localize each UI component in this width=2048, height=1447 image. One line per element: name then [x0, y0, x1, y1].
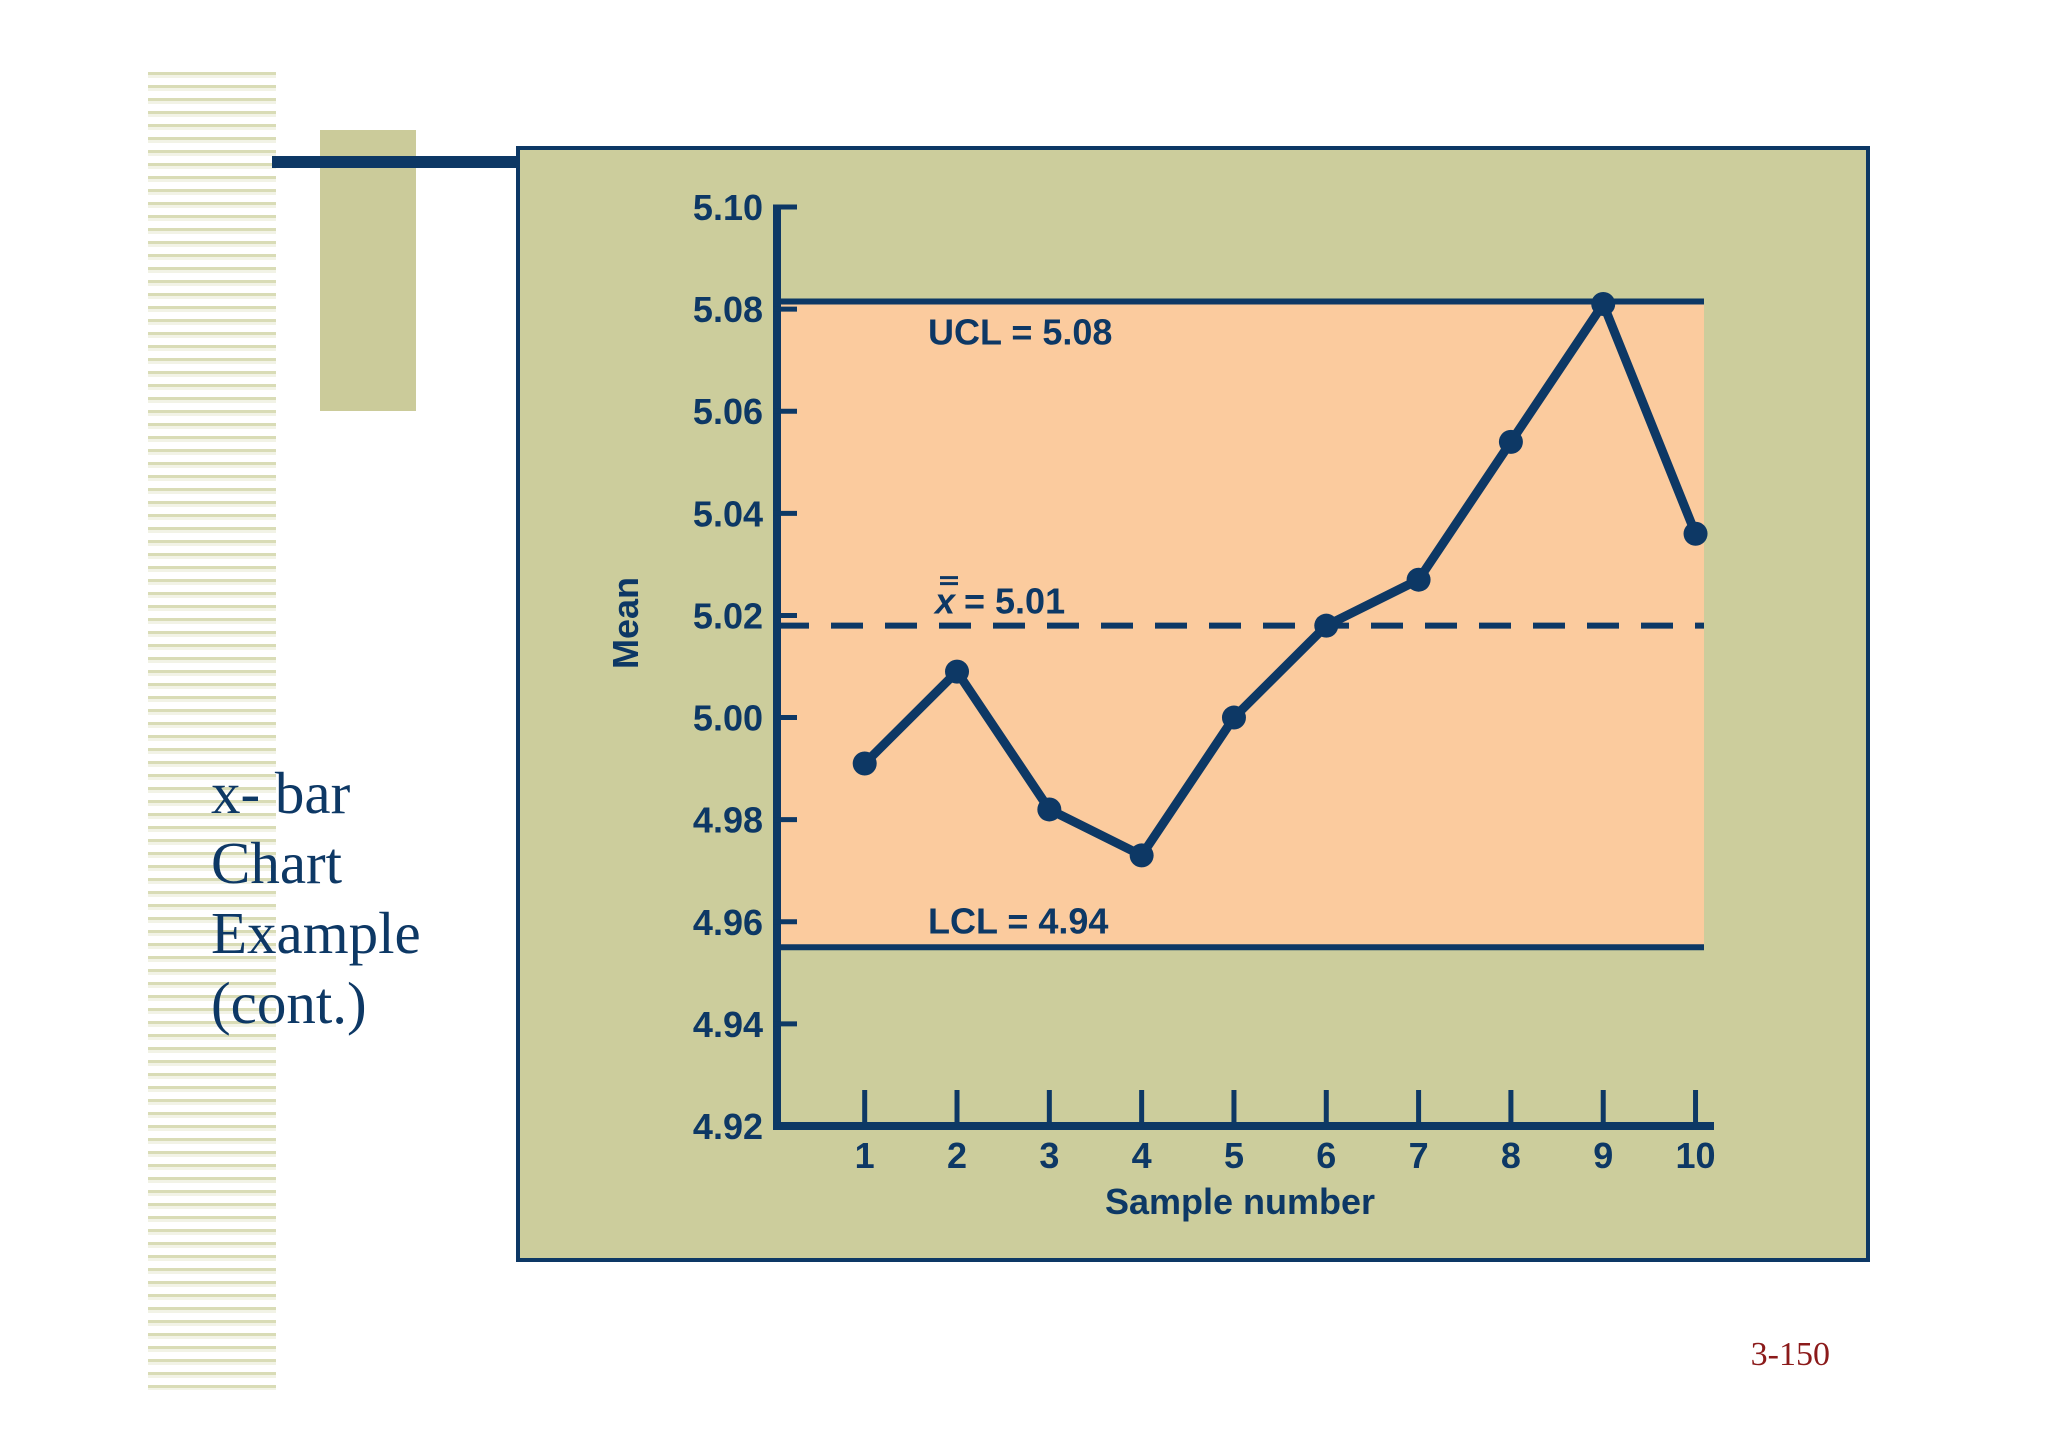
- slide-title-line: Example: [211, 900, 421, 966]
- ucl-label: UCL = 5.08: [928, 311, 1112, 352]
- y-tick-label: 5.00: [693, 698, 763, 739]
- x-tick-label: 8: [1501, 1135, 1521, 1176]
- y-tick-label: 4.94: [693, 1004, 763, 1045]
- x-tick-label: 10: [1676, 1135, 1716, 1176]
- series-point: [1498, 429, 1523, 454]
- center-line-symbol: x: [933, 581, 957, 622]
- series-point: [1314, 613, 1339, 638]
- lcl-label: LCL = 4.94: [928, 900, 1108, 941]
- x-axis-title: Sample number: [1105, 1181, 1375, 1222]
- series-line: [861, 299, 1700, 860]
- y-tick-label: 4.92: [693, 1106, 763, 1147]
- decorative-connector-bar: [272, 156, 520, 168]
- x-tick-label: 5: [1224, 1135, 1244, 1176]
- y-tick-label: 4.98: [693, 800, 763, 841]
- center-line-text: = 5.01: [964, 581, 1065, 622]
- x-tick-label: 3: [1039, 1135, 1059, 1176]
- page-number: 3-150: [1750, 1336, 1830, 1373]
- decorative-stripes: [148, 72, 276, 1390]
- x-tick-label: 9: [1593, 1135, 1613, 1176]
- y-tick-label: 4.96: [693, 902, 763, 943]
- series-point: [1037, 797, 1062, 822]
- y-axis-ticks: 4.92 4.94 4.96 4.98 5.00 5.02 5.04 5.06 5.08 5.10: [693, 187, 797, 1147]
- slide-title-line: x- bar: [211, 760, 351, 826]
- series-point: [945, 659, 970, 684]
- series-point: [1221, 705, 1246, 730]
- slide-title-line: Chart: [211, 830, 343, 896]
- slide-title: x- bar Chart Example (cont.): [211, 758, 501, 1038]
- y-tick-label: 5.10: [693, 187, 763, 228]
- slide-title-line: (cont.): [211, 970, 367, 1036]
- series-point: [852, 751, 877, 776]
- center-line-label: x = 5.01: [933, 576, 1065, 622]
- x-tick-label: 7: [1409, 1135, 1429, 1176]
- y-tick-label: 5.06: [693, 391, 763, 432]
- series-point: [1683, 521, 1708, 546]
- x-axis-ticks: 1 2 3 4 5 6 7 8 9 10: [855, 1090, 1716, 1176]
- x-tick-label: 4: [1132, 1135, 1152, 1176]
- series-points: [852, 292, 1708, 868]
- x-tick-label: 2: [947, 1135, 967, 1176]
- x-tick-label: 6: [1316, 1135, 1336, 1176]
- y-tick-label: 5.02: [693, 595, 763, 636]
- series-point: [1591, 292, 1616, 317]
- series-point: [1129, 843, 1154, 868]
- x-tick-label: 1: [855, 1135, 875, 1176]
- decorative-accent-block: [320, 130, 416, 411]
- y-axis-title: Mean: [605, 577, 646, 669]
- y-tick-label: 5.08: [693, 289, 763, 330]
- y-tick-label: 5.04: [693, 493, 763, 534]
- series-point: [1406, 567, 1431, 592]
